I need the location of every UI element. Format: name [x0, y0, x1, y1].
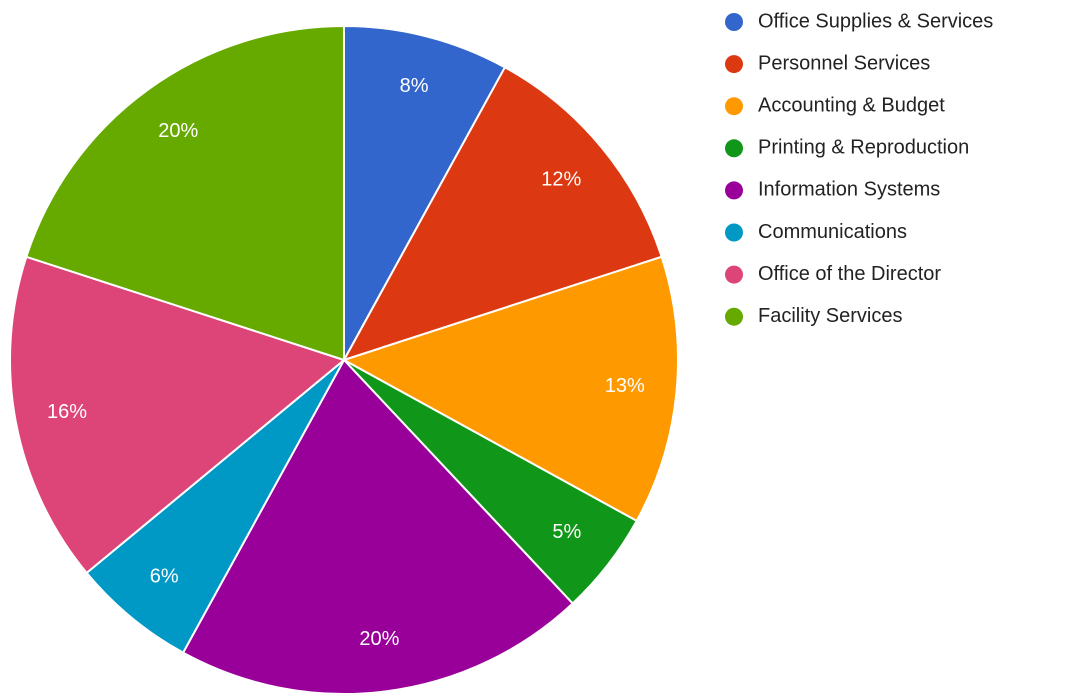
legend-label: Printing & Reproduction — [758, 137, 969, 159]
legend-swatch — [725, 139, 743, 158]
slice-label: 12% — [541, 169, 581, 191]
slice-label: 8% — [400, 75, 429, 97]
slice-label: 13% — [605, 375, 645, 397]
legend-swatch — [725, 97, 743, 116]
pie-slice — [341, 65, 663, 362]
pie-slice — [9, 255, 347, 575]
pie-slice — [181, 358, 575, 695]
pie-slice — [85, 359, 345, 655]
legend-swatch — [725, 223, 743, 242]
slice-label: 16% — [47, 401, 87, 423]
legend-swatch — [725, 265, 743, 284]
pie-slice — [25, 24, 345, 362]
legend-swatch — [725, 307, 743, 326]
slice-label: 20% — [158, 120, 198, 142]
slice-label: 6% — [150, 566, 179, 588]
slice-label: 5% — [552, 521, 581, 543]
pie-slice — [343, 24, 507, 361]
legend-label: Accounting & Budget — [758, 94, 945, 116]
slice-label: 20% — [359, 628, 399, 650]
legend-swatch — [725, 181, 743, 200]
legend-label: Office of the Director — [758, 263, 941, 285]
legend-label: Office Supplies & Services — [758, 10, 993, 32]
legend-label: Information Systems — [758, 179, 940, 201]
legend-swatch — [725, 55, 743, 74]
legend-swatch — [725, 13, 743, 31]
legend-label: Personnel Services — [758, 52, 930, 74]
legend-label: Facility Services — [758, 305, 902, 327]
pie-slice — [341, 255, 679, 523]
legend-label: Communications — [758, 221, 907, 243]
